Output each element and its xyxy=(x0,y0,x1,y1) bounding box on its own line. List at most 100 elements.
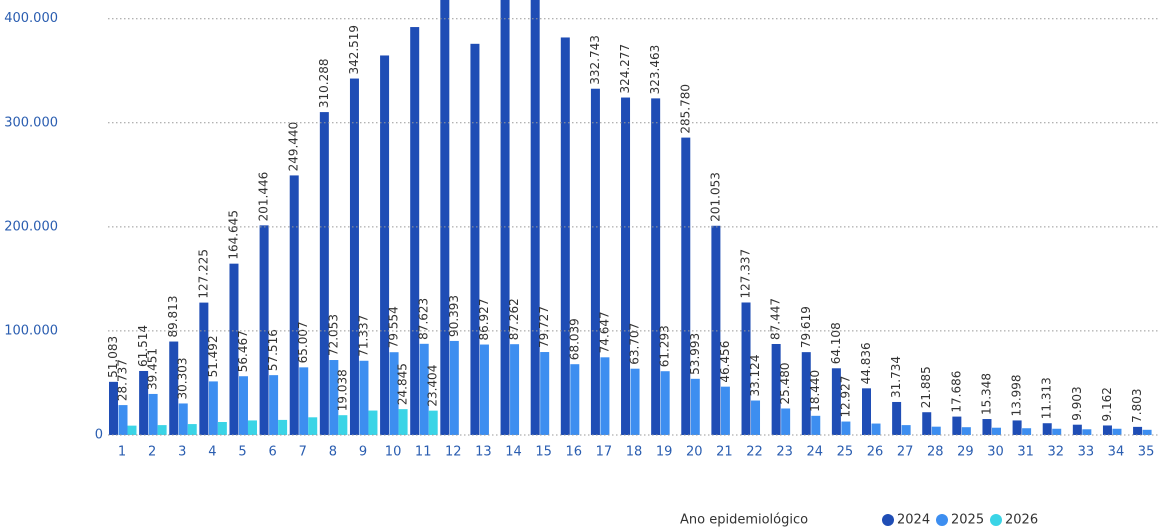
data-label: 46.456 xyxy=(718,341,732,383)
bar xyxy=(308,417,318,435)
data-label: 71.337 xyxy=(356,315,370,357)
data-label: 79.554 xyxy=(387,306,401,348)
legend-marker xyxy=(882,514,894,526)
legend-label: 2024 xyxy=(897,513,930,528)
data-label: 72.053 xyxy=(326,314,340,356)
x-tick-label: 10 xyxy=(385,445,402,460)
data-label: 33.124 xyxy=(748,355,762,397)
data-label: 21.885 xyxy=(919,366,933,408)
bar xyxy=(157,425,167,435)
bar xyxy=(410,27,420,436)
x-tick-label: 14 xyxy=(505,445,522,460)
bar xyxy=(801,352,811,435)
data-label: 9.903 xyxy=(1070,386,1084,420)
bar xyxy=(510,344,520,435)
y-tick-label: 300.000 xyxy=(4,115,58,130)
bar xyxy=(217,421,227,435)
data-label: 64.108 xyxy=(829,322,843,364)
x-tick-label: 22 xyxy=(746,445,763,460)
bar xyxy=(109,381,118,435)
x-tick-label: 34 xyxy=(1108,445,1125,460)
bar xyxy=(560,37,570,436)
x-tick-label: 17 xyxy=(596,445,613,460)
bar xyxy=(590,88,600,435)
x-tick-label: 19 xyxy=(656,445,673,460)
legend-label: 2025 xyxy=(951,513,984,528)
data-label: 56.467 xyxy=(236,330,250,372)
x-tick-label: 7 xyxy=(299,445,307,460)
x-tick-label: 26 xyxy=(867,445,884,460)
bar xyxy=(630,368,640,435)
x-tick-label: 33 xyxy=(1078,445,1095,460)
bar xyxy=(319,112,329,436)
bar xyxy=(470,43,480,436)
bar xyxy=(862,388,871,435)
data-label: 89.813 xyxy=(166,296,180,338)
x-tick-label: 1 xyxy=(118,445,126,460)
data-label: 23.404 xyxy=(426,365,440,407)
bar xyxy=(771,343,781,435)
bar xyxy=(660,371,670,435)
legend-marker xyxy=(936,514,948,526)
bar xyxy=(1112,428,1122,435)
data-label: 87.623 xyxy=(417,298,431,340)
x-tick-label: 13 xyxy=(475,445,492,460)
bar xyxy=(148,393,158,435)
bar xyxy=(127,425,137,435)
x-tick-label: 27 xyxy=(897,445,914,460)
data-label: 68.039 xyxy=(567,318,581,360)
bar xyxy=(440,0,450,435)
x-tick-label: 35 xyxy=(1138,445,1155,460)
bar xyxy=(570,364,580,435)
y-tick-label: 200.000 xyxy=(4,219,58,234)
x-tick-label: 31 xyxy=(1017,445,1034,460)
data-label: 25.480 xyxy=(778,362,792,404)
data-label: 310.288 xyxy=(317,58,331,108)
bar xyxy=(449,340,459,435)
data-label: 28.737 xyxy=(116,359,130,401)
bar xyxy=(139,370,149,435)
bar xyxy=(187,424,197,435)
data-label: 15.348 xyxy=(979,373,993,415)
bar xyxy=(229,263,239,435)
data-label: 79.619 xyxy=(799,306,813,348)
data-label: 285.780 xyxy=(678,84,692,134)
bar xyxy=(711,225,721,435)
data-label: 164.645 xyxy=(226,210,240,260)
x-tick-label: 12 xyxy=(445,445,462,460)
bar xyxy=(178,403,188,435)
bar xyxy=(690,378,700,435)
bar xyxy=(600,357,610,435)
bar xyxy=(892,401,902,435)
bar xyxy=(247,420,257,435)
bar xyxy=(651,98,661,435)
data-label: 201.446 xyxy=(257,172,271,222)
bar xyxy=(289,175,299,435)
bar xyxy=(299,367,309,435)
data-label: 17.686 xyxy=(949,371,963,413)
data-label: 7.803 xyxy=(1130,389,1144,423)
x-tick-label: 4 xyxy=(208,445,216,460)
bar xyxy=(1012,420,1022,435)
bar xyxy=(991,427,1001,435)
x-tick-label: 15 xyxy=(535,445,552,460)
bar xyxy=(1072,424,1082,435)
legend-label: 2026 xyxy=(1005,513,1038,528)
x-tick-label: 11 xyxy=(415,445,432,460)
bar xyxy=(398,409,408,435)
bar xyxy=(428,410,438,435)
x-tick-label: 32 xyxy=(1047,445,1064,460)
bar xyxy=(1102,425,1112,435)
data-label: 127.225 xyxy=(196,249,210,299)
bar xyxy=(419,343,429,435)
bar xyxy=(238,376,248,435)
legend-marker xyxy=(990,514,1002,526)
x-tick-label: 25 xyxy=(837,445,854,460)
x-tick-label: 9 xyxy=(359,445,367,460)
data-label: 11.313 xyxy=(1040,377,1054,419)
data-label: 201.053 xyxy=(708,172,722,222)
y-tick-label: 100.000 xyxy=(4,323,58,338)
bar xyxy=(1082,429,1092,435)
